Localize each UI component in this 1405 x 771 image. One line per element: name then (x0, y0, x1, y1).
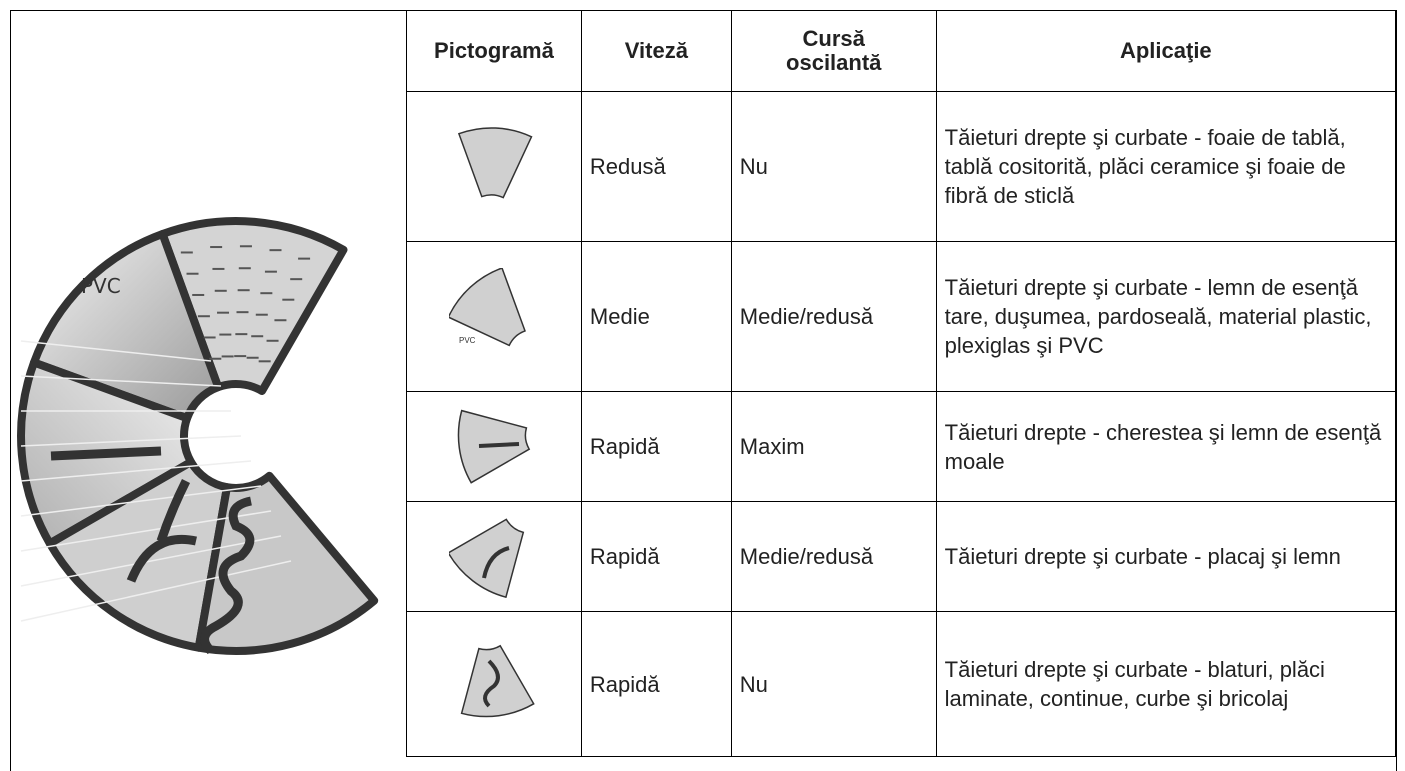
cut-symbol (50, 446, 162, 461)
table-row: Redusă Nu Tăieturi drepte şi curbate - foa… (406, 91, 1397, 242)
column-header: Viteză (580, 10, 732, 92)
stroke: Maxim (730, 391, 937, 502)
stroke: Medie/redusă (730, 241, 937, 392)
wood-texture (20, 535, 282, 587)
column-header: Cursă oscilantă (730, 10, 937, 92)
frame: PVC Pictogramă Viteză Cursă oscilantă Aplic… (10, 10, 1397, 771)
table-row: PVC Medie Medie/redusă Tăieturi drepte şi c… (406, 241, 1397, 392)
wood-texture (20, 460, 252, 482)
application: Tăieturi drepte şi curbate - placaj şi l… (935, 501, 1397, 612)
icon-cut (481, 546, 510, 579)
table-row: Rapidă Nu Tăieturi drepte şi curbate - bla… (406, 611, 1397, 757)
cut-symbol (126, 478, 197, 583)
application: Tăieturi drepte şi curbate - foaie de ta… (935, 91, 1397, 242)
pictogram-cell (406, 391, 582, 502)
icon-shape (457, 127, 533, 199)
pictogram-cell (406, 611, 582, 757)
dial-segment (45, 458, 231, 652)
wood-texture (20, 560, 292, 622)
icon-cut (482, 659, 500, 707)
pictogram (447, 518, 525, 599)
stroke: Medie/redusă (730, 501, 937, 612)
icon-shape (447, 518, 525, 599)
speed: Redusă (580, 91, 732, 242)
column-header: Pictogramă (406, 10, 582, 92)
pictogram-cell (406, 91, 582, 242)
application: Tăieturi drepte - cherestea şi lemn de e… (935, 391, 1397, 502)
blade-table: Pictogramă Viteză Cursă oscilantă Aplicaţie… (406, 10, 1397, 757)
speed: Medie (580, 241, 732, 392)
wood-texture (20, 485, 262, 517)
pictogram-cell (406, 501, 582, 612)
header-row: Pictogramă Viteză Cursă oscilantă Aplicaţie (406, 10, 1397, 92)
speed: Rapidă (580, 611, 732, 757)
pictogram: PVC (447, 267, 526, 347)
pictogram-cell: PVC (406, 241, 582, 392)
application: Tăieturi drepte şi curbate - lemn de ese… (935, 241, 1397, 392)
speed: Rapidă (580, 391, 732, 502)
cut-symbol (200, 496, 255, 655)
speed: Rapidă (580, 501, 732, 612)
icon-cut (478, 442, 520, 448)
icon-label: PVC (459, 336, 476, 345)
stroke: Nu (730, 611, 937, 757)
wood-texture (20, 375, 222, 387)
dial-segment (194, 471, 379, 655)
application: Tăieturi drepte şi curbate - blaturi, pl… (935, 611, 1397, 757)
wood-texture (20, 435, 242, 447)
table-row: Rapidă Maxim Tăieturi drepte - cherestea ş… (406, 391, 1397, 502)
wood-texture (20, 340, 212, 362)
icon-shape (447, 267, 526, 347)
dial-label: PVC (81, 274, 121, 298)
pictogram (457, 409, 531, 484)
pictogram (457, 127, 533, 199)
page: PVC Pictogramă Viteză Cursă oscilantă Aplic… (10, 10, 1397, 771)
blade-dial: PVC (17, 217, 379, 655)
column-header: Aplicaţie (935, 10, 1397, 92)
pictogram (460, 644, 535, 717)
stroke: Nu (730, 91, 937, 242)
table-row: Rapidă Medie/redusă Tăieturi drepte şi cur… (406, 501, 1397, 612)
dial-segment (30, 230, 223, 423)
